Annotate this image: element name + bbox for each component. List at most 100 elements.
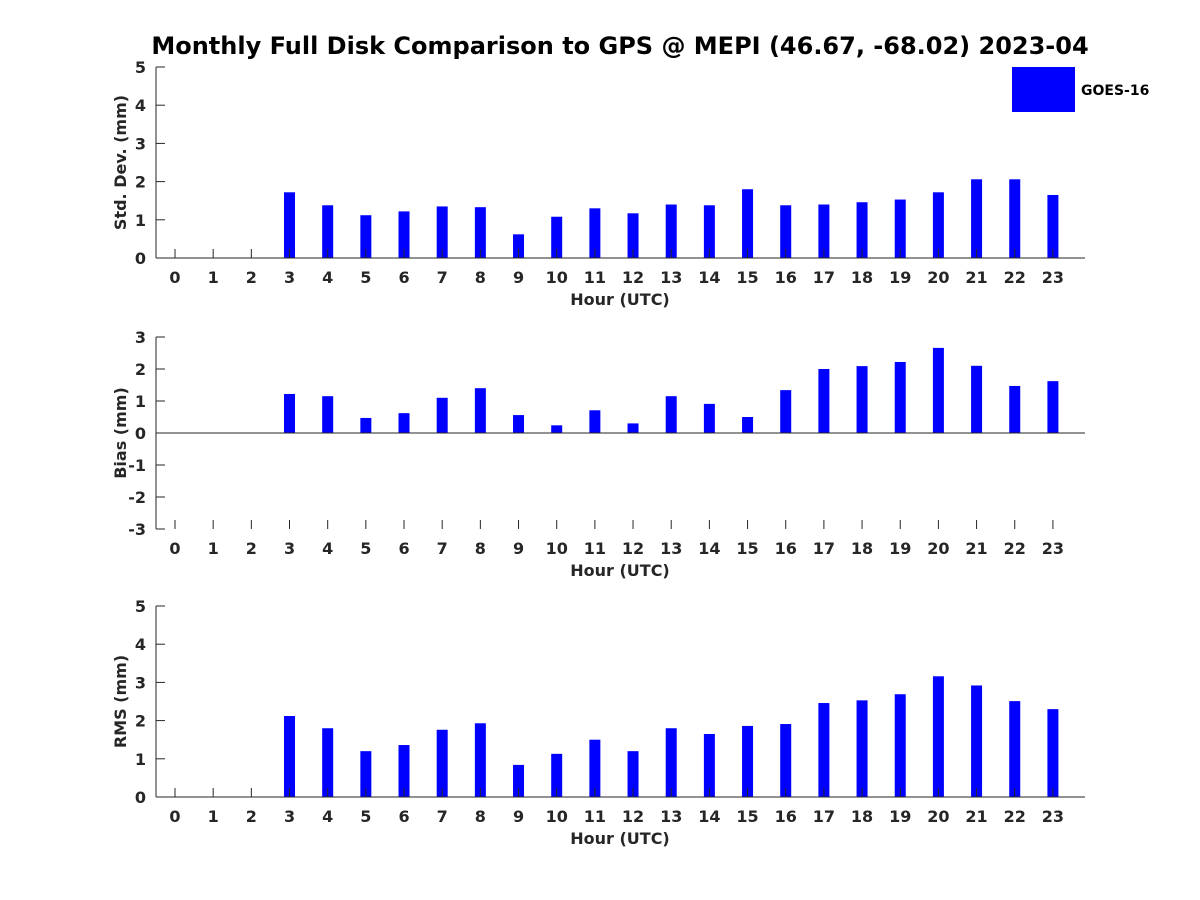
std-dev-xtick-label: 9: [513, 268, 524, 287]
rms-ylabel: RMS (mm): [111, 655, 130, 748]
std-dev-xtick-label: 22: [1004, 268, 1026, 287]
bar-std-dev-22: [1009, 179, 1021, 258]
rms-xtick-label: 17: [813, 807, 835, 826]
bar-std-dev-9: [513, 234, 525, 258]
rms-xtick-label: 19: [889, 807, 911, 826]
bar-rms-11: [589, 739, 601, 797]
std-dev-xtick-label: 17: [813, 268, 835, 287]
bar-std-dev-3: [284, 192, 296, 258]
bar-std-dev-12: [627, 213, 639, 258]
bar-bias-20: [932, 347, 944, 433]
bar-std-dev-17: [818, 204, 830, 258]
std-dev-ytick-label: 3: [135, 134, 146, 153]
bar-bias-8: [474, 388, 486, 433]
bias-xtick-label: 14: [698, 539, 720, 558]
std-dev-xtick-label: 14: [698, 268, 720, 287]
std-dev-xtick-label: 5: [360, 268, 371, 287]
bias-xtick-label: 16: [775, 539, 797, 558]
bar-rms-23: [1047, 709, 1059, 797]
bar-bias-11: [589, 410, 601, 433]
bias-xtick-label: 7: [437, 539, 448, 558]
bar-bias-22: [1009, 385, 1021, 433]
bias-ytick-label: 3: [135, 328, 146, 347]
std-dev-xtick-label: 7: [437, 268, 448, 287]
rms-ytick-label: 0: [135, 788, 146, 807]
bar-rms-10: [551, 753, 563, 797]
bias-xtick-label: 0: [169, 539, 180, 558]
bar-std-dev-19: [894, 199, 906, 258]
bar-rms-3: [284, 716, 296, 797]
std-dev-xtick-label: 0: [169, 268, 180, 287]
std-dev-xtick-label: 23: [1042, 268, 1064, 287]
bar-bias-4: [322, 396, 334, 433]
bias-xlabel: Hour (UTC): [570, 561, 670, 580]
bar-std-dev-15: [742, 189, 754, 258]
bar-rms-22: [1009, 701, 1021, 797]
bias-xtick-label: 19: [889, 539, 911, 558]
std-dev-xtick-label: 6: [398, 268, 409, 287]
rms-xtick-label: 12: [622, 807, 644, 826]
bar-bias-14: [703, 403, 715, 433]
bias-ytick-label: 2: [135, 360, 146, 379]
rms-ytick-label: 1: [135, 750, 146, 769]
bar-bias-6: [398, 413, 410, 433]
bar-rms-6: [398, 745, 410, 797]
bar-rms-18: [856, 700, 868, 797]
bar-bias-10: [551, 425, 563, 433]
rms-xtick-label: 13: [660, 807, 682, 826]
bar-std-dev-13: [665, 204, 677, 258]
rms-xtick-label: 2: [246, 807, 257, 826]
rms-xtick-label: 22: [1004, 807, 1026, 826]
rms-xlabel: Hour (UTC): [570, 829, 670, 848]
bar-bias-16: [780, 390, 792, 433]
bar-std-dev-20: [932, 192, 944, 258]
rms-xtick-label: 11: [584, 807, 606, 826]
bar-rms-17: [818, 703, 830, 797]
rms-xtick-label: 6: [398, 807, 409, 826]
bias-ylabel: Bias (mm): [111, 387, 130, 479]
std-dev-ylabel: Std. Dev. (mm): [111, 95, 130, 230]
rms-xtick-label: 7: [437, 807, 448, 826]
bar-bias-13: [665, 396, 677, 433]
bar-rms-7: [436, 729, 448, 797]
bias-xtick-label: 8: [475, 539, 486, 558]
bias-xtick-label: 5: [360, 539, 371, 558]
rms-ytick-label: 3: [135, 673, 146, 692]
bias-ytick-label: -1: [128, 456, 146, 475]
rms-xtick-label: 0: [169, 807, 180, 826]
bar-bias-21: [971, 365, 983, 433]
bias-ytick-label: 0: [135, 424, 146, 443]
bar-rms-16: [780, 724, 792, 797]
bias-xtick-label: 18: [851, 539, 873, 558]
bar-rms-19: [894, 694, 906, 797]
bias-xtick-label: 13: [660, 539, 682, 558]
rms-xtick-label: 5: [360, 807, 371, 826]
bar-std-dev-21: [971, 179, 983, 258]
bar-rms-15: [742, 725, 754, 797]
bias-ytick-label: 1: [135, 392, 146, 411]
bar-bias-5: [360, 417, 372, 433]
bar-bias-7: [436, 397, 448, 433]
bias-xtick-label: 2: [246, 539, 257, 558]
std-dev-ytick-label: 5: [135, 58, 146, 77]
bias-xtick-label: 23: [1042, 539, 1064, 558]
bar-rms-8: [474, 723, 486, 797]
bar-rms-21: [971, 685, 983, 797]
bias-xtick-label: 11: [584, 539, 606, 558]
bar-bias-23: [1047, 381, 1059, 433]
bar-std-dev-18: [856, 202, 868, 258]
rms-xtick-label: 10: [546, 807, 568, 826]
legend-label: GOES-16: [1081, 83, 1149, 99]
bias-xtick-label: 4: [322, 539, 333, 558]
std-dev-xtick-label: 12: [622, 268, 644, 287]
std-dev-xtick-label: 13: [660, 268, 682, 287]
bar-rms-14: [703, 733, 715, 797]
bar-std-dev-11: [589, 208, 601, 258]
bias-xtick-label: 9: [513, 539, 524, 558]
bar-bias-19: [894, 361, 906, 433]
bias-ytick-label: -3: [128, 520, 146, 539]
bias-xtick-label: 20: [927, 539, 949, 558]
rms-xtick-label: 1: [208, 807, 219, 826]
